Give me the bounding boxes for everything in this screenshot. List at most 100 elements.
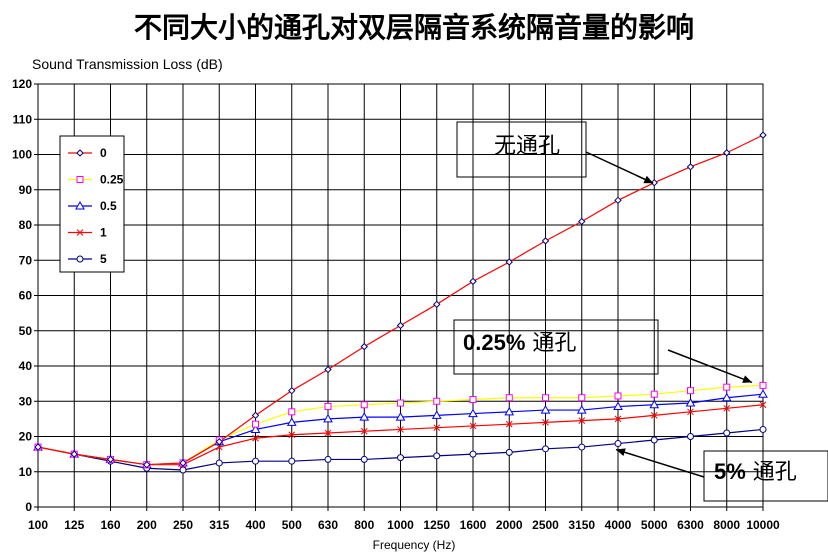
data-point-1	[433, 424, 441, 432]
data-point-0_5	[395, 412, 406, 421]
callout-arrow-no-hole-head	[643, 175, 654, 184]
callout-box-5	[703, 450, 828, 502]
data-point-5	[650, 436, 658, 444]
data-point-0_25	[433, 397, 441, 405]
data-point-5	[288, 457, 296, 465]
data-point-0_5	[721, 392, 732, 402]
data-point-5	[360, 455, 368, 463]
legend-label: 0	[100, 146, 107, 160]
data-point-0_25	[324, 403, 332, 411]
y-tick-label: 90	[19, 183, 33, 197]
data-point-0_5	[250, 424, 261, 433]
data-point-0_5	[649, 399, 660, 409]
callout-025-suffix: 通孔	[525, 331, 576, 356]
callout-025-percent: 0.25%	[463, 330, 525, 355]
data-point-1	[542, 419, 549, 426]
data-point-0	[143, 460, 151, 469]
data-point-0_25	[542, 394, 549, 402]
data-point-5	[578, 443, 586, 451]
legend-marker	[76, 176, 84, 183]
x-tick-label: 315	[209, 518, 229, 532]
callout-arrow-025	[667, 349, 753, 384]
x-tick-label: 800	[354, 518, 374, 532]
data-point-0	[288, 386, 296, 395]
legend-marker	[76, 255, 84, 263]
x-tick-label: 400	[245, 518, 265, 532]
data-point-0_25	[759, 381, 767, 389]
data-point-5	[252, 457, 259, 465]
data-point-0_25	[505, 394, 513, 402]
x-tick-label: 1250	[423, 518, 450, 532]
data-point-0_5	[468, 408, 478, 418]
data-point-5	[542, 445, 549, 453]
data-point-1	[650, 411, 658, 419]
data-point-0	[324, 365, 332, 374]
legend-label: 1	[100, 226, 107, 240]
callout-arrow-no-hole	[585, 151, 654, 184]
y-tick-label: 0	[25, 500, 32, 514]
x-tick-label: 8000	[713, 518, 740, 532]
legend-marker	[75, 200, 85, 210]
callout-label-025: 0.25% 通孔	[463, 330, 576, 356]
data-point-0	[433, 300, 441, 309]
data-point-1	[505, 420, 513, 428]
data-point-0_5	[576, 405, 587, 414]
data-point-0_5	[613, 401, 623, 411]
data-point-1	[723, 404, 731, 412]
data-point-0	[723, 149, 731, 157]
callout-arrow-5	[615, 448, 705, 478]
x-tick-label: 3150	[568, 518, 595, 532]
data-point-1	[469, 422, 477, 430]
x-tick-label: 630	[318, 518, 338, 532]
data-point-0_5	[685, 398, 696, 407]
data-point-0	[179, 459, 187, 467]
data-point-1	[288, 431, 296, 439]
data-point-1	[759, 401, 767, 409]
data-point-0	[360, 342, 368, 351]
legend-box	[59, 135, 125, 273]
data-point-0_25	[614, 392, 622, 400]
chart-title: 不同大小的通孔对双层隔音系统隔音量的影响	[133, 11, 694, 44]
y-tick-label: 100	[12, 148, 32, 162]
data-point-0_25	[252, 420, 259, 428]
data-point-0_25	[723, 383, 731, 391]
legend-label: 5	[100, 252, 107, 266]
data-point-0	[686, 163, 695, 171]
x-tick-label: 4000	[605, 518, 632, 532]
data-point-1	[324, 429, 332, 437]
data-point-1	[252, 434, 259, 442]
callout-box-no-hole	[456, 121, 587, 178]
data-point-5	[324, 455, 332, 463]
data-point-1	[578, 417, 586, 424]
data-point-0	[541, 237, 550, 245]
legend-label: 0.5	[100, 199, 117, 213]
y-tick-label: 10	[19, 465, 33, 479]
callout-label-no-hole: 无通孔	[494, 134, 560, 159]
data-point-0	[251, 411, 260, 420]
data-point-0	[106, 455, 115, 464]
data-point-5	[469, 450, 477, 458]
data-point-0_5	[758, 389, 768, 398]
y-tick-label: 30	[19, 394, 33, 408]
data-point-0	[650, 178, 658, 187]
x-tick-label: 250	[173, 518, 193, 532]
legend-marker	[76, 149, 84, 157]
legend-label: 0.25	[100, 173, 124, 187]
data-point-5	[215, 459, 223, 467]
data-point-0	[70, 450, 78, 458]
data-point-0_5	[540, 405, 551, 414]
y-tick-label: 110	[13, 112, 33, 126]
y-tick-label: 70	[19, 253, 33, 267]
data-point-0	[34, 443, 42, 451]
callout-5-percent: 5%	[714, 459, 746, 484]
data-point-0_5	[504, 406, 515, 416]
data-point-1	[360, 427, 368, 435]
data-point-1	[614, 415, 622, 423]
legend-marker	[76, 229, 84, 236]
callout-arrow-025-head	[742, 375, 752, 383]
y-tick-label: 80	[19, 218, 33, 232]
x-tick-label: 2000	[496, 518, 523, 532]
callout-label-5: 5% 通孔	[714, 459, 797, 485]
data-point-5	[433, 452, 441, 460]
